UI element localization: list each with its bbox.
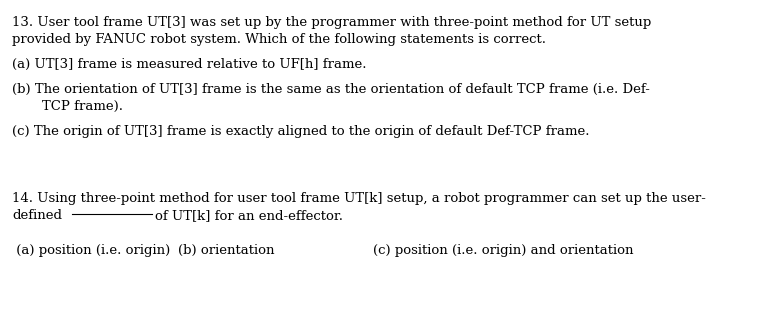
Text: 13. User tool frame UT[3] was set up by the programmer with three-point method f: 13. User tool frame UT[3] was set up by … [12,16,651,29]
Text: defined: defined [12,209,62,222]
Text: (c) The origin of UT[3] frame is exactly aligned to the origin of default Def-TC: (c) The origin of UT[3] frame is exactly… [12,125,590,138]
Text: provided by FANUC robot system. Which of the following statements is correct.: provided by FANUC robot system. Which of… [12,33,546,46]
Text: of UT[k] for an end-effector.: of UT[k] for an end-effector. [155,209,343,222]
Text: TCP frame).: TCP frame). [42,100,123,113]
Text: (b) The orientation of UT[3] frame is the same as the orientation of default TCP: (b) The orientation of UT[3] frame is th… [12,83,650,96]
Text: (a) UT[3] frame is measured relative to UF[h] frame.: (a) UT[3] frame is measured relative to … [12,58,366,71]
Text: (a) position (i.e. origin): (a) position (i.e. origin) [12,244,171,257]
Text: 14. Using three-point method for user tool frame UT[k] setup, a robot programmer: 14. Using three-point method for user to… [12,192,706,205]
Text: (c) position (i.e. origin) and orientation: (c) position (i.e. origin) and orientati… [373,244,633,257]
Text: (b) orientation: (b) orientation [178,244,274,257]
